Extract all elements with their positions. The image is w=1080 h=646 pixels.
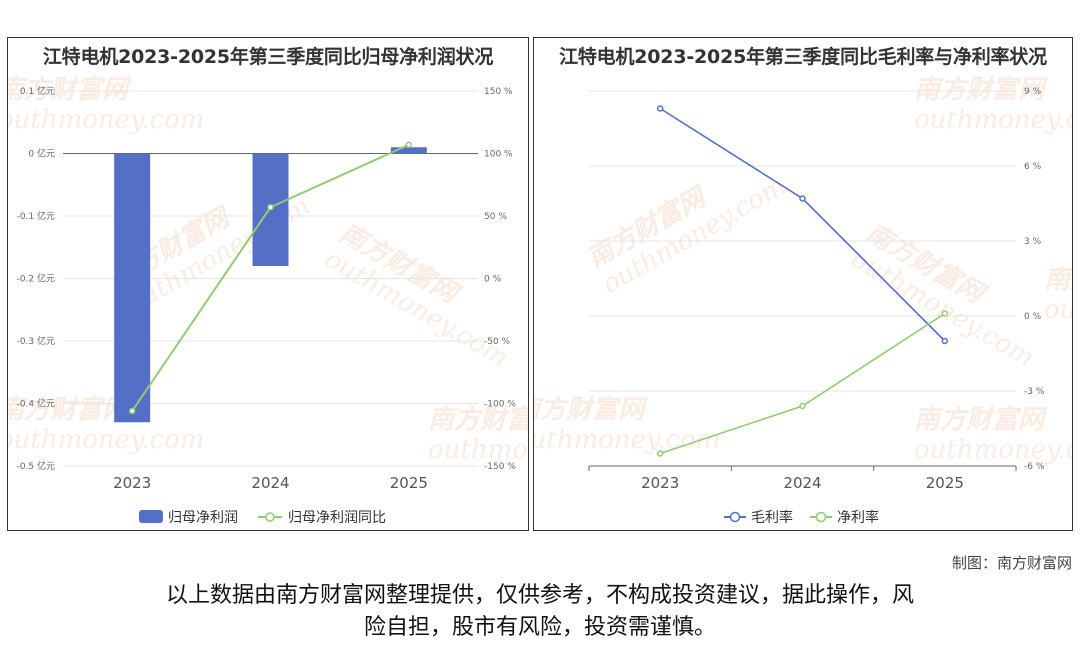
point-net-margin <box>941 310 949 317</box>
watermark-en: outhmoney.com <box>1044 295 1073 325</box>
y-right-tick-label: 3 % <box>1024 237 1042 247</box>
x-tick-label: 2023 <box>641 474 679 492</box>
y-left-tick-label: 0 亿元 <box>28 148 55 160</box>
y-left-tick-label: -0.3 亿元 <box>17 335 55 347</box>
point-net-margin <box>656 450 664 457</box>
watermark-en: outhmoney.com <box>914 105 1073 135</box>
y-right-tick-label: 150 % <box>484 87 513 97</box>
margin-chart: 南方财富网outhmoney.com南方财富网outhmoney.com南方财富… <box>534 75 1073 526</box>
bar-net-profit <box>390 147 427 154</box>
legend-swatch-line-point <box>265 512 275 522</box>
y-right-tick-label: 0 % <box>484 275 502 285</box>
point-net-profit-yoy <box>128 407 136 415</box>
watermark-en: outhmoney.com <box>914 435 1073 465</box>
legend-label: 净利率 <box>837 509 879 526</box>
watermark-en: outhmoney.com <box>8 425 204 455</box>
bar-net-profit <box>114 153 151 423</box>
y-right-tick-label: -6 % <box>1024 462 1045 472</box>
x-tick-label: 2024 <box>251 474 289 492</box>
x-tick-label: 2024 <box>783 474 821 492</box>
point-gross-margin <box>799 195 806 202</box>
point-gross-margin <box>656 105 664 112</box>
legend-label: 毛利率 <box>751 509 793 526</box>
y-left-tick-label: -0.4 亿元 <box>17 398 55 410</box>
watermark-cn: 南方财富网 <box>1044 265 1073 295</box>
legend-swatch-bar <box>139 510 163 523</box>
y-left-tick-label: 0.1 亿元 <box>20 85 55 97</box>
point-net-margin <box>799 402 806 410</box>
x-tick-label: 2023 <box>113 474 151 492</box>
chart-title-margins: 江特电机2023-2025年第三季度同比毛利率与净利率状况 <box>559 46 1047 68</box>
chart-title-net-profit: 江特电机2023-2025年第三季度同比归母净利润状况 <box>42 46 494 68</box>
watermark-cn: 南方财富网 <box>534 395 648 425</box>
disclaimer: 以上数据由南方财富网整理提供，仅供参考，不构成投资建议，据此操作，风 险自担，股… <box>60 580 1020 644</box>
y-right-tick-label: -150 % <box>484 462 516 472</box>
chart-credit: 制图：南方财富网 <box>951 554 1072 572</box>
watermark-cn: 南方财富网 <box>914 75 1048 105</box>
point-gross-margin <box>941 337 949 345</box>
watermark-cn: 南方财富网 <box>8 75 132 105</box>
disclaimer-line-2: 险自担，股市有风险，投资需谨慎。 <box>363 615 716 640</box>
watermark-en: outhmoney.com <box>534 425 720 455</box>
y-right-tick-label: -100 % <box>484 400 516 410</box>
x-tick-label: 2025 <box>390 474 428 492</box>
point-net-profit-yoy <box>267 204 274 211</box>
y-left-tick-label: -0.2 亿元 <box>17 273 55 285</box>
legend-swatch-point <box>815 511 827 523</box>
y-right-tick-label: -3 % <box>1024 387 1045 397</box>
watermark-en: outhmoney.com <box>8 105 204 135</box>
y-right-tick-label: 0 % <box>1024 312 1042 322</box>
chart-panel-margins: 南方财富网outhmoney.com南方财富网outhmoney.com南方财富… <box>533 37 1073 531</box>
x-tick-label: 2025 <box>926 474 964 492</box>
watermark-cn: 南方财富网 <box>8 395 132 425</box>
legend-label-bar: 归母净利润 <box>168 509 238 526</box>
legend-swatch-point <box>729 511 741 523</box>
legend-label-line: 归母净利润同比 <box>288 509 386 526</box>
y-left-tick-label: -0.5 亿元 <box>17 460 55 472</box>
y-left-tick-label: -0.1 亿元 <box>17 210 55 222</box>
watermark-cn: 南方财富网 <box>428 405 529 435</box>
disclaimer-line-1: 以上数据由南方财富网整理提供，仅供参考，不构成投资建议，据此操作，风 <box>165 583 914 608</box>
y-right-tick-label: 6 % <box>1024 162 1042 172</box>
point-net-profit-yoy <box>405 141 413 148</box>
y-right-tick-label: 50 % <box>484 212 507 222</box>
y-right-tick-label: 100 % <box>484 150 513 160</box>
y-right-tick-label: -50 % <box>484 337 511 347</box>
chart-panel-net-profit: 南方财富网 outhmoney.com 南方财富网 outhmoney.com 南方财富… <box>7 37 529 531</box>
watermark-cn: 南方财富网 <box>914 405 1048 435</box>
watermark-en: outhmoney.com <box>428 435 529 465</box>
y-right-tick-label: 9 % <box>1024 87 1042 97</box>
